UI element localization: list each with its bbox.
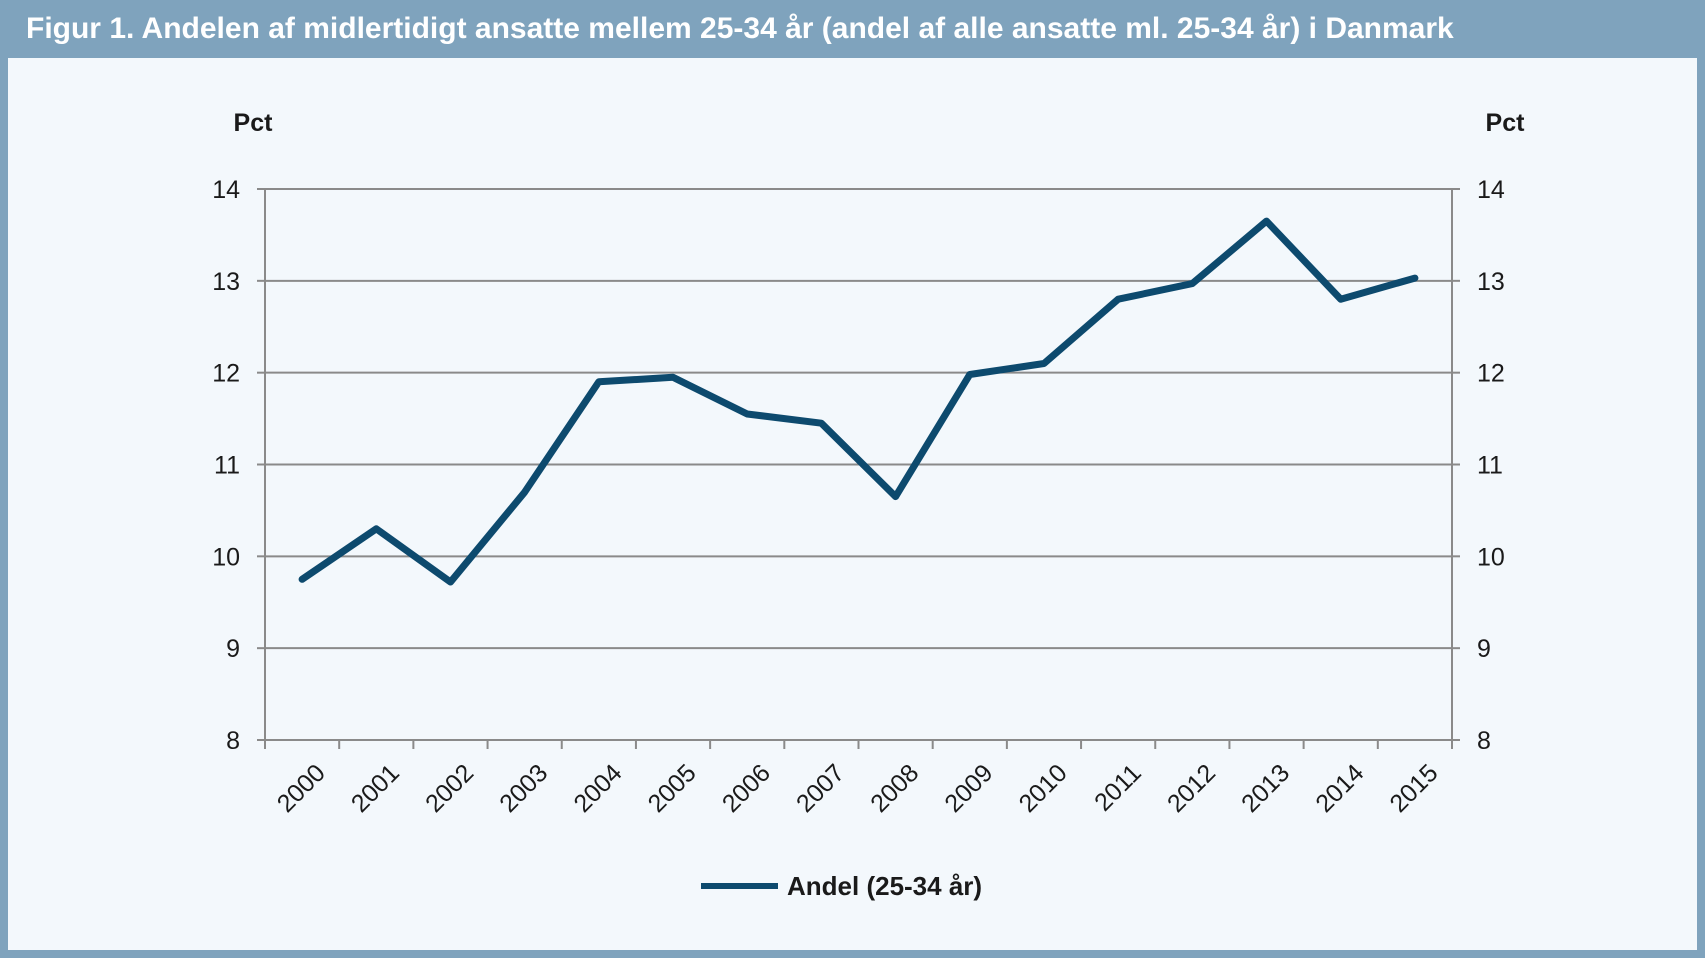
x-tick-label: 2010 <box>1014 759 1073 818</box>
x-tick-label: 2008 <box>865 759 924 818</box>
y-tick-label-right: 9 <box>1477 635 1491 663</box>
x-tick-label: 2000 <box>272 759 331 818</box>
x-tick-label: 2004 <box>568 759 627 818</box>
axes <box>257 188 1460 749</box>
x-tick-label: 2007 <box>791 759 850 818</box>
y-tick-label-left: 13 <box>212 268 240 296</box>
legend-label: Andel (25-34 år) <box>787 871 982 901</box>
y-tick-label-left: 8 <box>226 727 240 755</box>
y-tick-label-left: 11 <box>214 452 240 480</box>
gridlines <box>265 188 1452 650</box>
y-tick-label-right: 14 <box>1477 176 1505 204</box>
y-tick-label-left: 12 <box>212 360 240 388</box>
y-axis-left-unit: Pct <box>234 109 274 137</box>
y-axis-right-unit: Pct <box>1486 109 1526 137</box>
x-tick-label: 2015 <box>1384 759 1443 818</box>
x-tick-label: 2014 <box>1310 759 1369 818</box>
x-tick-label: 2005 <box>643 759 702 818</box>
x-tick-label: 2006 <box>717 759 776 818</box>
y-tick-label-left: 14 <box>212 176 240 204</box>
series-line-0 <box>298 217 1419 586</box>
y-tick-label-right: 11 <box>1477 452 1503 480</box>
legend: Andel (25-34 år) <box>701 871 982 901</box>
chart-panel <box>8 58 1697 950</box>
y-tick-label-left: 10 <box>212 543 240 571</box>
y-tick-label-right: 8 <box>1477 727 1491 755</box>
series <box>298 217 1419 586</box>
y-tick-label-right: 13 <box>1477 268 1505 296</box>
x-tick-label: 2011 <box>1089 759 1147 817</box>
y-tick-label-right: 12 <box>1477 360 1505 388</box>
x-tick-label: 2009 <box>939 759 998 818</box>
x-tick-label: 2003 <box>494 759 553 818</box>
x-tick-label: 2001 <box>346 759 405 818</box>
x-tick-label: 2002 <box>420 759 479 818</box>
y-tick-label-left: 9 <box>226 635 240 663</box>
x-tick-label: 2012 <box>1162 759 1221 818</box>
figure-title: Figur 1. Andelen af midlertidigt ansatte… <box>0 0 1705 58</box>
x-tick-label: 2013 <box>1236 759 1295 818</box>
y-tick-label-right: 10 <box>1477 543 1505 571</box>
